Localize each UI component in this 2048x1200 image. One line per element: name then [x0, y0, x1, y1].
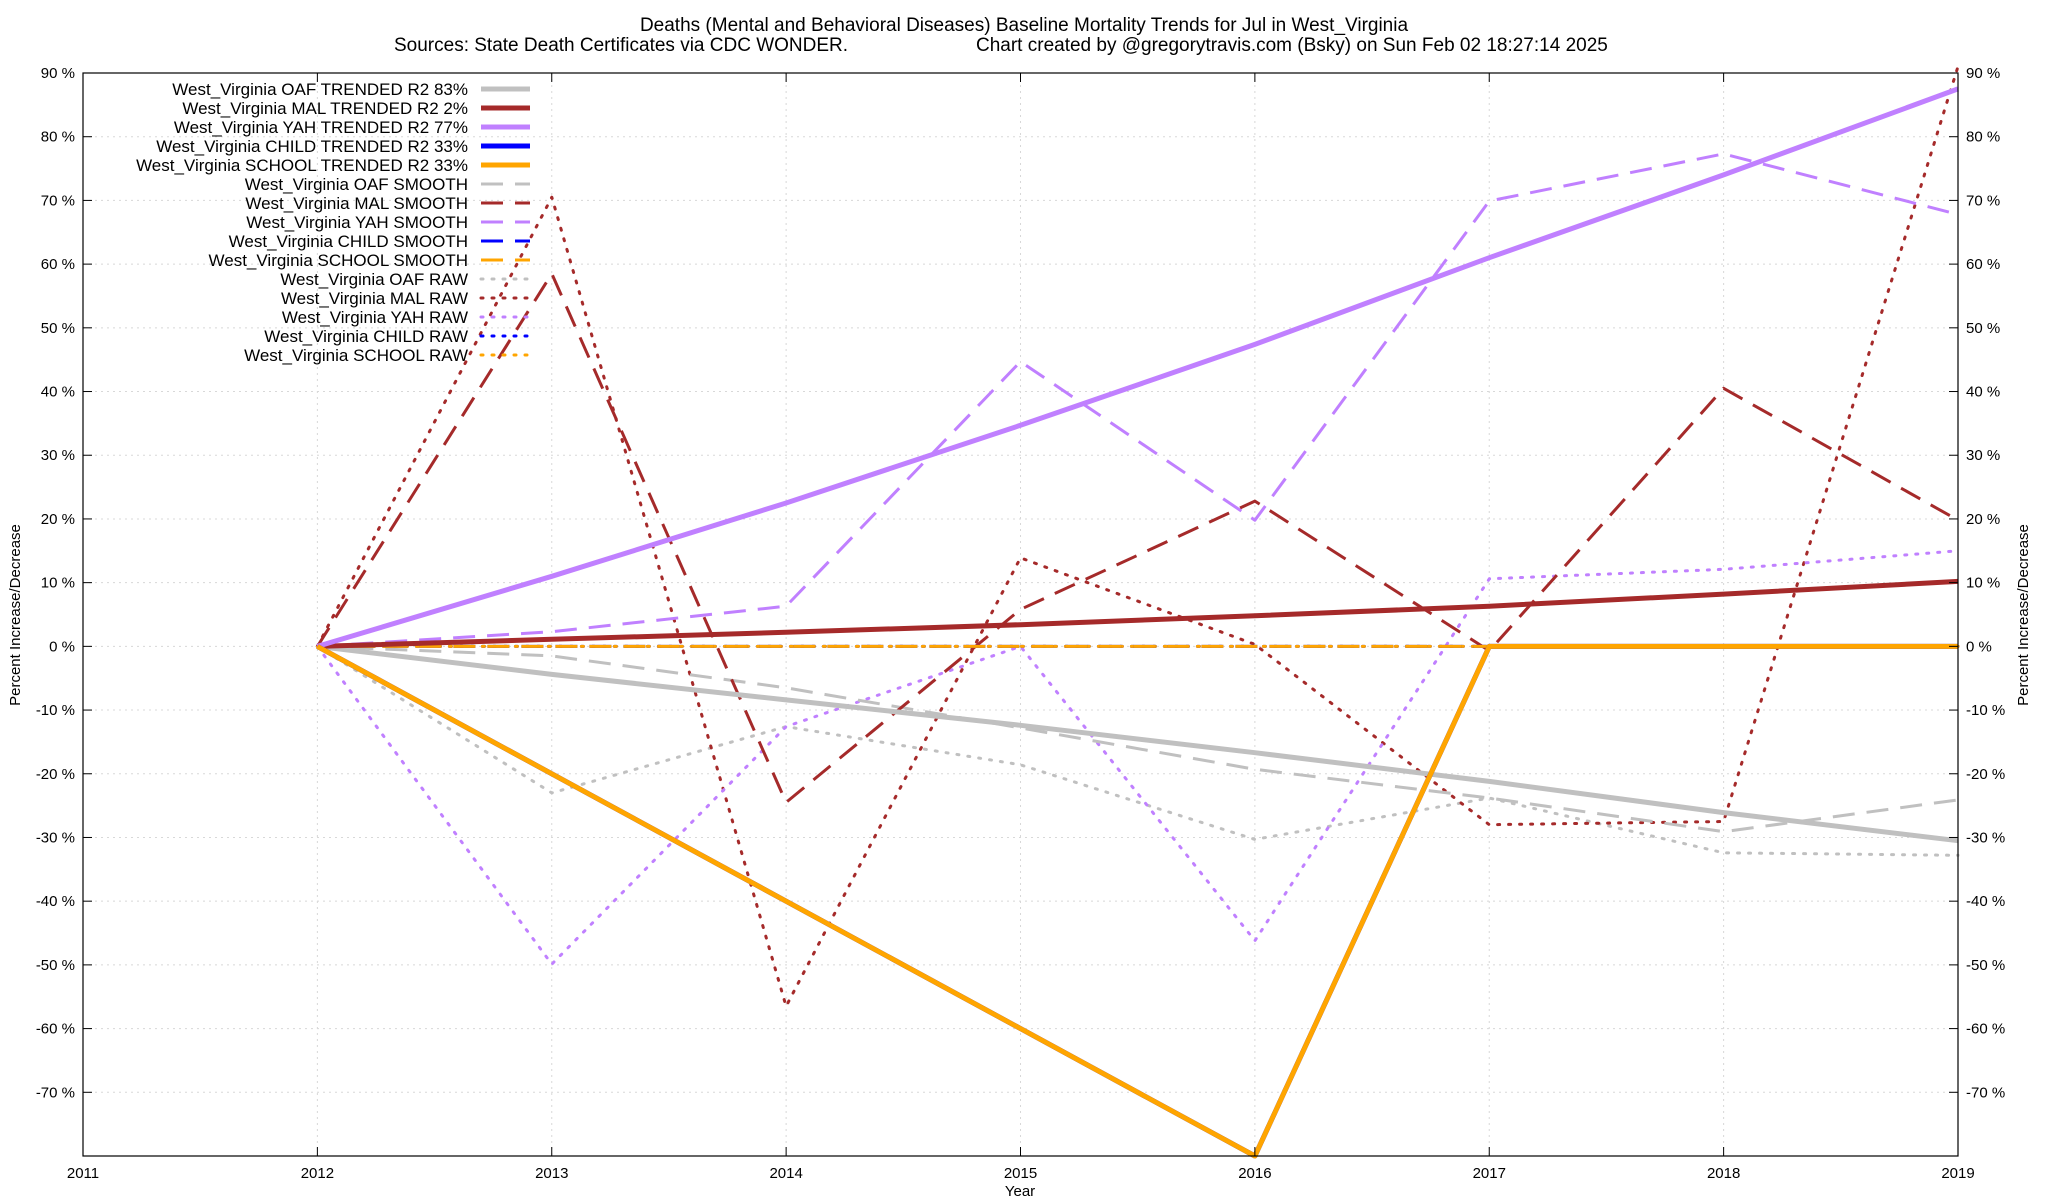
y-tick-label: -40 % [36, 893, 75, 910]
y2-tick-label: 60 % [1966, 256, 2000, 273]
y-tick-label: 10 % [41, 575, 75, 592]
legend-label: West_Virginia MAL TRENDED R2 2% [182, 99, 468, 118]
series-line-yah-dotted [315, 549, 1960, 966]
x-tick-label: 2015 [1004, 1165, 1037, 1182]
legend-label: West_Virginia OAF TRENDED R2 83% [172, 80, 468, 99]
legend-label: West_Virginia CHILD SMOOTH [229, 232, 468, 251]
y2-tick-label: 90 % [1966, 65, 2000, 82]
y-tick-label: 20 % [41, 511, 75, 528]
y-tick-label: 50 % [41, 320, 75, 337]
y2-tick-label: -20 % [1966, 766, 2005, 783]
y2-tick-label: -10 % [1966, 702, 2005, 719]
series-line-yah-solid [316, 86, 1959, 649]
x-tick-label: 2011 [67, 1165, 99, 1182]
y2-tick-label: 70 % [1966, 192, 2000, 209]
x-tick-label: 2016 [1238, 1165, 1271, 1182]
legend-label: West_Virginia YAH SMOOTH [246, 213, 468, 232]
series-line-mal-solid [317, 578, 1959, 649]
legend-label: West_Virginia OAF SMOOTH [245, 175, 468, 194]
y-tick-label: 40 % [41, 384, 75, 401]
series-line-oaf-solid [317, 643, 1959, 844]
y2-tick-label: -50 % [1966, 957, 2005, 974]
legend-label: West_Virginia YAH RAW [282, 308, 468, 327]
y-tick-label: -10 % [36, 702, 75, 719]
legend-label: West_Virginia SCHOOL SMOOTH [209, 251, 468, 270]
chart-subtitle-sources: Sources: State Death Certificates via CD… [394, 35, 848, 56]
y-tick-label: -60 % [36, 1021, 75, 1038]
legend-label: West_Virginia CHILD TRENDED R2 33% [156, 137, 468, 156]
x-tick-label: 2018 [1707, 1165, 1740, 1182]
y-tick-label: -30 % [36, 829, 75, 846]
y-tick-label: -70 % [36, 1084, 75, 1101]
legend-label: West_Virginia CHILD RAW [264, 327, 468, 346]
x-tick-label: 2017 [1473, 1165, 1506, 1182]
y2-axis-label: Percent Increase/Decrease [2015, 524, 2032, 706]
y-tick-label: 70 % [41, 192, 75, 209]
y2-tick-label: 80 % [1966, 129, 2000, 146]
y2-tick-label: 40 % [1966, 384, 2000, 401]
series-line-school-solid [316, 643, 1958, 1159]
series-line-mal-dashed [316, 272, 1959, 804]
y2-tick-label: -30 % [1966, 829, 2005, 846]
tick-labels: -70 % -70 % -60 % -60 % -50 % -50 % -40 % -40 %… [36, 65, 2005, 1182]
y2-tick-label: -70 % [1966, 1084, 2005, 1101]
y-tick-label: 30 % [41, 447, 75, 464]
y2-tick-label: 20 % [1966, 511, 2000, 528]
x-tick-label: 2014 [769, 1165, 802, 1182]
y-tick-label: -50 % [36, 957, 75, 974]
series-line-mal-dotted [315, 65, 1960, 1008]
chart-subtitle-credit: Chart created by @gregorytravis.com (Bsk… [976, 35, 1608, 56]
y-tick-label: 0 % [49, 638, 75, 655]
chart-title: Deaths (Mental and Behavioral Diseases) … [640, 15, 1409, 36]
y-tick-label: 80 % [41, 129, 75, 146]
series-line-oaf-dotted [315, 644, 1960, 857]
series-layer [315, 65, 1960, 1159]
legend: West_Virginia OAF TRENDED R2 83%West_Vir… [136, 80, 532, 365]
y2-tick-label: -60 % [1966, 1021, 2005, 1038]
y-tick-label: -20 % [36, 766, 75, 783]
x-tick-label: 2012 [301, 1165, 334, 1182]
y2-tick-label: 0 % [1966, 638, 1992, 655]
series-line-oaf-dashed [317, 644, 1959, 834]
y2-tick-label: 50 % [1966, 320, 2000, 337]
series-line-yah-dashed [317, 152, 1959, 648]
legend-label: West_Virginia SCHOOL TRENDED R2 33% [136, 156, 468, 175]
legend-label: West_Virginia YAH TRENDED R2 77% [174, 118, 468, 137]
legend-label: West_Virginia SCHOOL RAW [244, 346, 468, 365]
y2-tick-label: 30 % [1966, 447, 2000, 464]
y-axis-label: Percent Increase/Decrease [7, 524, 24, 706]
legend-label: West_Virginia MAL RAW [281, 289, 468, 308]
legend-label: West_Virginia MAL SMOOTH [245, 194, 468, 213]
x-tick-label: 2019 [1941, 1165, 1974, 1182]
y-tick-label: 60 % [41, 256, 75, 273]
x-axis-label: Year [1005, 1183, 1035, 1200]
tick-marks [82, 72, 1959, 1156]
y-tick-label: 90 % [41, 65, 75, 82]
y2-tick-label: -40 % [1966, 893, 2005, 910]
x-tick-label: 2013 [535, 1165, 568, 1182]
y2-tick-label: 10 % [1966, 575, 2000, 592]
legend-label: West_Virginia OAF RAW [280, 270, 468, 289]
